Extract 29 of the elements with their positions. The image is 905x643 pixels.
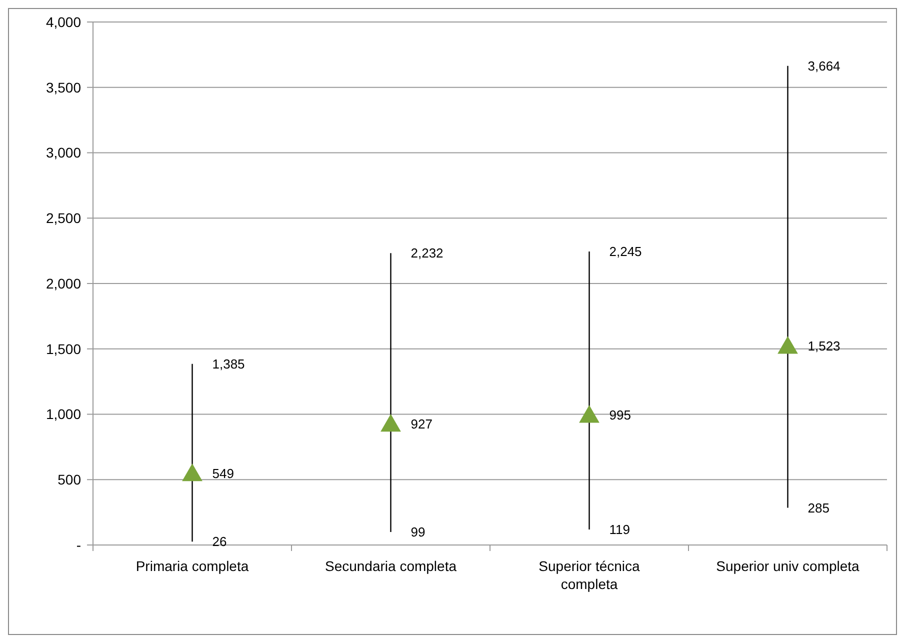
data-label: 927 <box>410 416 432 432</box>
x-tick-label: Superior univ completa <box>716 558 860 574</box>
annotation: 26 <box>212 534 227 550</box>
point <box>778 336 798 354</box>
data-label: 995 <box>609 407 631 422</box>
y-tick-label: 2,500 <box>46 210 82 226</box>
y-tick-label: 1,500 <box>46 340 82 357</box>
annotation: 285 <box>808 500 830 516</box>
x-tick-label: Superior técnica completa <box>538 558 640 592</box>
y-tick-label: 1,000 <box>46 406 82 422</box>
y-tick-label: 2,000 <box>46 275 82 292</box>
y-tick-label: 500 <box>58 472 82 488</box>
point <box>579 405 600 423</box>
y-tick-label: 4,000 <box>46 14 82 30</box>
annotation: 99 <box>410 524 426 540</box>
annotation: 1,385 <box>212 356 245 372</box>
y-tick-label: 3,000 <box>46 144 82 161</box>
x-tick-label: Primaria completa <box>136 558 249 574</box>
data-label: 1,523 <box>808 338 840 354</box>
data-label: 549 <box>212 466 234 481</box>
annotation: 2,245 <box>609 244 642 260</box>
y-tick-label: - <box>76 536 82 553</box>
annotation: 119 <box>609 522 630 537</box>
y-tick-label: 3,500 <box>46 79 82 96</box>
x-tick-label: Secundaria completa <box>324 558 457 574</box>
annotation: 2,232 <box>410 246 444 261</box>
point <box>380 414 401 432</box>
annotation: 3,664 <box>808 58 840 74</box>
point <box>182 463 202 482</box>
